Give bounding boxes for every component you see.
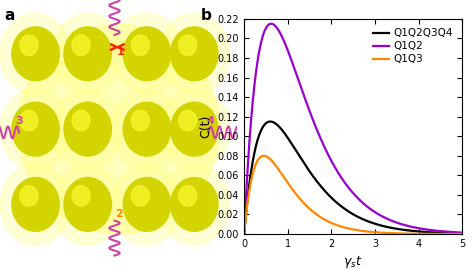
Q1Q2: [459, 231, 465, 234]
Q1Q2Q3Q4: [252, 147, 258, 151]
Q1Q3: [252, 164, 258, 167]
Text: 1: 1: [117, 47, 125, 57]
Circle shape: [179, 110, 197, 131]
Circle shape: [20, 110, 38, 131]
Q1Q3: [413, 232, 419, 235]
Circle shape: [111, 164, 182, 245]
Q1Q2Q3Q4: [459, 232, 465, 235]
Circle shape: [64, 102, 111, 156]
Circle shape: [0, 89, 71, 169]
Text: 3: 3: [16, 116, 23, 126]
Circle shape: [20, 35, 38, 55]
Q1Q2: [252, 76, 258, 80]
Circle shape: [52, 89, 123, 169]
Circle shape: [52, 164, 123, 245]
Q1Q2: [347, 188, 353, 191]
Circle shape: [159, 164, 230, 245]
Q1Q3: [459, 232, 465, 236]
Q1Q3: [261, 154, 266, 157]
Circle shape: [159, 13, 230, 94]
Line: Q1Q2: Q1Q2: [244, 24, 462, 234]
X-axis label: $\gamma_s t$: $\gamma_s t$: [343, 254, 363, 269]
Ellipse shape: [18, 24, 219, 234]
Circle shape: [72, 186, 90, 206]
Circle shape: [131, 186, 149, 206]
Q1Q2: [413, 226, 419, 229]
Q1Q2Q3Q4: [347, 211, 353, 214]
Circle shape: [171, 102, 218, 156]
Text: b: b: [201, 8, 211, 23]
Circle shape: [52, 13, 123, 94]
Q1Q3: [453, 232, 459, 236]
Circle shape: [111, 13, 182, 94]
Circle shape: [171, 27, 218, 81]
Circle shape: [131, 110, 149, 131]
Circle shape: [159, 89, 230, 169]
Circle shape: [72, 35, 90, 55]
Circle shape: [131, 35, 149, 55]
Q1Q3: [347, 227, 353, 231]
Circle shape: [0, 164, 71, 245]
Circle shape: [123, 178, 171, 231]
Circle shape: [20, 186, 38, 206]
Q1Q2Q3Q4: [453, 232, 459, 235]
Circle shape: [0, 13, 71, 94]
Circle shape: [64, 178, 111, 231]
Y-axis label: C(t): C(t): [199, 115, 212, 138]
Text: 2: 2: [115, 209, 122, 219]
Q1Q2Q3Q4: [413, 229, 419, 233]
Legend: Q1Q2Q3Q4, Q1Q2, Q1Q3: Q1Q2Q3Q4, Q1Q2, Q1Q3: [369, 24, 457, 69]
Q1Q2Q3Q4: [241, 232, 247, 236]
Text: 4: 4: [207, 116, 214, 126]
Q1Q2: [342, 180, 347, 184]
Circle shape: [64, 27, 111, 81]
Q1Q2: [453, 231, 459, 234]
Circle shape: [12, 27, 59, 81]
Circle shape: [179, 35, 197, 55]
Circle shape: [111, 89, 182, 169]
Q1Q2: [268, 22, 274, 25]
Line: Q1Q2Q3Q4: Q1Q2Q3Q4: [244, 122, 462, 234]
Q1Q2Q3Q4: [342, 207, 347, 210]
Q1Q2: [453, 231, 459, 234]
Circle shape: [179, 186, 197, 206]
Q1Q3: [342, 226, 347, 229]
Circle shape: [171, 178, 218, 231]
Q1Q2Q3Q4: [453, 232, 459, 235]
Circle shape: [12, 178, 59, 231]
Line: Q1Q3: Q1Q3: [244, 156, 462, 234]
Q1Q2Q3Q4: [267, 120, 273, 123]
Q1Q3: [241, 232, 247, 236]
Circle shape: [123, 102, 171, 156]
Circle shape: [72, 110, 90, 131]
Q1Q3: [453, 232, 459, 236]
Text: a: a: [5, 8, 15, 23]
Circle shape: [12, 102, 59, 156]
Q1Q2: [241, 232, 247, 236]
Circle shape: [123, 27, 171, 81]
